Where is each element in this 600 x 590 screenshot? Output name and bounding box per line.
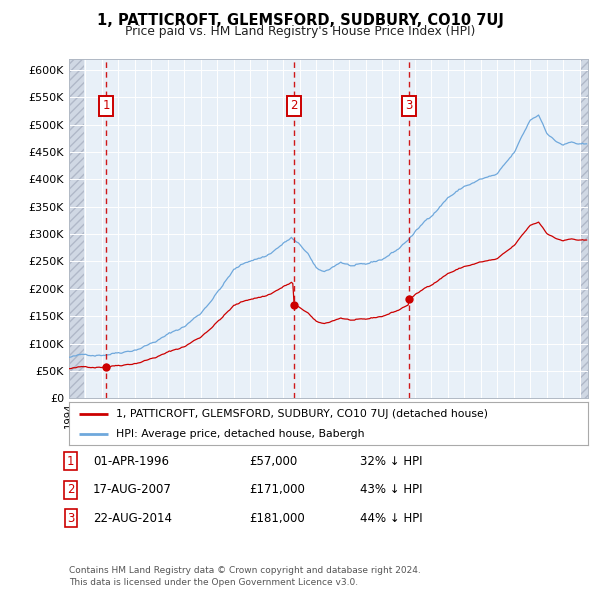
Text: £181,000: £181,000: [249, 512, 305, 525]
Text: 3: 3: [67, 512, 74, 525]
Text: 01-APR-1996: 01-APR-1996: [93, 455, 169, 468]
Text: HPI: Average price, detached house, Babergh: HPI: Average price, detached house, Babe…: [116, 429, 364, 439]
Text: 44% ↓ HPI: 44% ↓ HPI: [360, 512, 422, 525]
Text: 3: 3: [405, 99, 413, 112]
Text: £171,000: £171,000: [249, 483, 305, 496]
Text: 2: 2: [290, 99, 298, 112]
Text: 1, PATTICROFT, GLEMSFORD, SUDBURY, CO10 7UJ (detached house): 1, PATTICROFT, GLEMSFORD, SUDBURY, CO10 …: [116, 409, 488, 419]
Text: £57,000: £57,000: [249, 455, 297, 468]
Text: 1: 1: [103, 99, 110, 112]
Text: 17-AUG-2007: 17-AUG-2007: [93, 483, 172, 496]
Text: 2: 2: [67, 483, 74, 496]
Text: 22-AUG-2014: 22-AUG-2014: [93, 512, 172, 525]
Text: Price paid vs. HM Land Registry's House Price Index (HPI): Price paid vs. HM Land Registry's House …: [125, 25, 475, 38]
Text: 1, PATTICROFT, GLEMSFORD, SUDBURY, CO10 7UJ: 1, PATTICROFT, GLEMSFORD, SUDBURY, CO10 …: [97, 13, 503, 28]
Bar: [580, 59, 588, 398]
Text: 1: 1: [67, 455, 74, 468]
Text: 43% ↓ HPI: 43% ↓ HPI: [360, 483, 422, 496]
Bar: [69, 59, 84, 398]
Text: 32% ↓ HPI: 32% ↓ HPI: [360, 455, 422, 468]
Text: Contains HM Land Registry data © Crown copyright and database right 2024.
This d: Contains HM Land Registry data © Crown c…: [69, 566, 421, 587]
